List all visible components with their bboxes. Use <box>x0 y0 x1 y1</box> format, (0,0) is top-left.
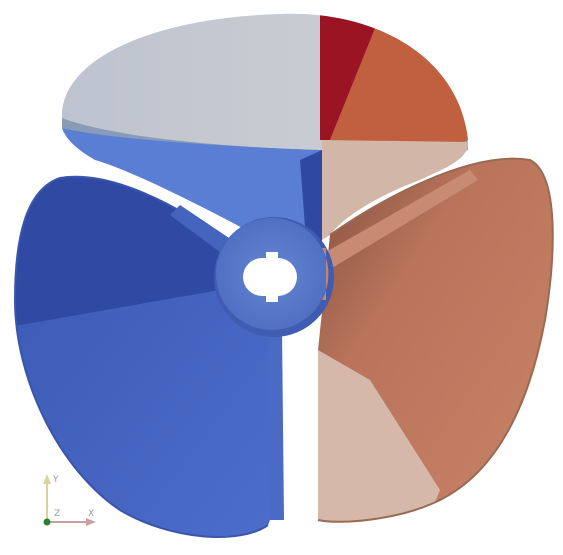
axis-x-label: X <box>88 509 94 519</box>
axis-z-label: Z <box>54 509 60 519</box>
blade-left-dark-blue-strip <box>282 340 318 530</box>
axis-origin-dot <box>43 518 51 526</box>
blade-right-edge <box>317 157 554 523</box>
hub-right-tint <box>322 248 329 300</box>
blade-top-underside-dark-blue <box>300 150 322 242</box>
orientation-axes: Y Z X <box>43 474 96 526</box>
blade-left-dark-blue-region <box>15 176 230 325</box>
arm-left-upper <box>170 205 232 258</box>
blade-top-underside-blue <box>62 128 322 240</box>
hub-keyed-hole <box>243 252 297 302</box>
arm-right <box>326 170 478 268</box>
axis-x-arrowhead <box>86 518 96 526</box>
blade-top-dark-red-region <box>320 13 380 140</box>
blade-top <box>61 13 469 156</box>
blade-top-underside-tan <box>322 140 469 240</box>
axis-y-arrowhead <box>43 474 51 484</box>
arm-bottom <box>268 330 284 520</box>
hub <box>214 217 334 337</box>
blade-right-tan-region <box>318 350 440 522</box>
blade-left-edge <box>13 175 269 538</box>
axis-y-label: Y <box>52 475 59 485</box>
